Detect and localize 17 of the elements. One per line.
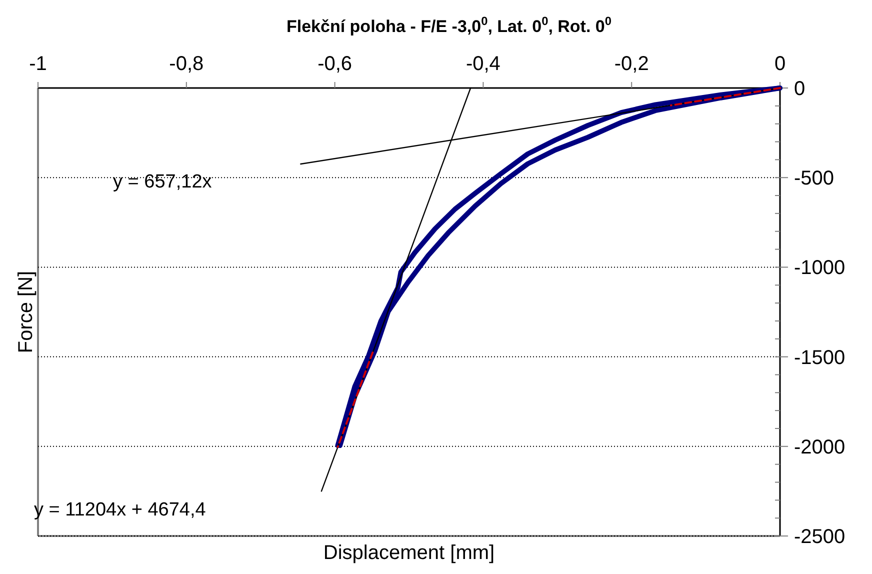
y-tick-label: -1500	[794, 346, 846, 369]
y-tick-label: 0	[794, 78, 806, 100]
chart-title: Flekční poloha - F/E -3,0$^{0}$, Lat. 0$^{0}$, Rot. 0$^{0}$	[286, 14, 612, 36]
y-axis-title: Force [N]	[15, 270, 37, 354]
x-tick-label: -0,4	[466, 53, 500, 75]
x-tick-label: -0,6	[318, 53, 352, 75]
y-tick-label: -2500	[794, 526, 846, 548]
annotation: y = 11204x + 4674,4	[34, 500, 206, 521]
x-tick-label: 0	[774, 53, 786, 75]
x-axis-title: Displacement [mm]	[323, 542, 495, 564]
annotation: y = 657,12x	[113, 172, 212, 193]
y-tick-label: -2000	[794, 436, 846, 458]
x-tick-label: -0,2	[614, 53, 649, 75]
y-tick-label: -1000	[794, 257, 846, 280]
x-tick-label: -0,8	[169, 53, 204, 75]
y-tick-label: -500	[794, 168, 834, 190]
x-tick-label: -1	[29, 53, 47, 75]
